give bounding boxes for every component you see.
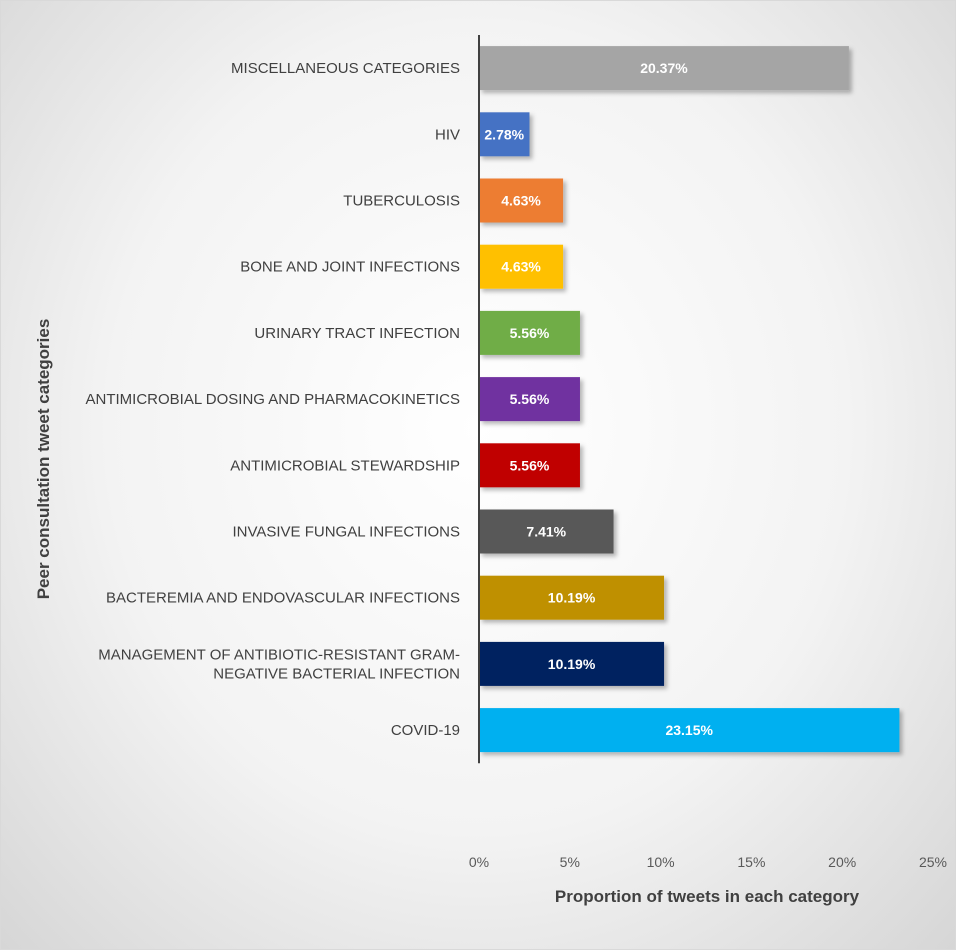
data-label: 23.15% xyxy=(665,722,713,738)
x-tick-label: 15% xyxy=(737,854,765,870)
bar xyxy=(479,112,530,157)
category-label: ANTIMICROBIAL DOSING AND PHARMACOKINETIC… xyxy=(86,391,461,408)
data-label: 2.78% xyxy=(484,126,524,142)
x-tick-labels-layer: 0% 5% 10% 15% 20% 25% xyxy=(469,854,947,870)
category-labels-layer: MISCELLANEOUS CATEGORIES HIV TUBERCULOSIS B… xyxy=(86,60,461,739)
category-label: URINARY TRACT INFECTION xyxy=(254,325,460,342)
category-label: MANAGEMENT OF ANTIBIOTIC-RESISTANT GRAM- xyxy=(98,646,460,663)
bar xyxy=(479,641,665,686)
x-tick-label: 20% xyxy=(828,854,856,870)
bar xyxy=(479,509,614,554)
bar xyxy=(479,310,580,355)
bar xyxy=(479,575,665,620)
x-tick-label: 5% xyxy=(560,854,580,870)
data-label: 5.56% xyxy=(510,457,550,473)
data-label: 4.63% xyxy=(501,259,541,275)
data-label: 7.41% xyxy=(526,524,566,540)
category-label: NEGATIVE BACTERIAL INFECTION xyxy=(213,665,460,682)
x-tick-label: 10% xyxy=(647,854,675,870)
bar xyxy=(479,46,849,91)
data-label: 10.19% xyxy=(548,590,596,606)
data-labels-layer: 20.37% 2.78% 4.63% 4.63% 5.56% 5.56% 5.56% 7.41… xyxy=(484,60,713,738)
category-label: ANTIMICROBIAL STEWARDSHIP xyxy=(230,457,460,474)
x-tick-label: 25% xyxy=(919,854,947,870)
bar xyxy=(479,178,564,223)
category-label: HIV xyxy=(435,126,460,143)
category-label: BACTEREMIA AND ENDOVASCULAR INFECTIONS xyxy=(106,590,460,607)
y-axis-title: Peer consultation tweet categories xyxy=(34,319,53,600)
x-axis-title: Proportion of tweets in each category xyxy=(555,887,860,906)
category-label: BONE AND JOINT INFECTIONS xyxy=(240,259,460,276)
data-label: 20.37% xyxy=(640,60,688,76)
bar xyxy=(479,443,580,488)
category-label: TUBERCULOSIS xyxy=(343,193,460,210)
data-label: 5.56% xyxy=(510,325,550,341)
data-label: 4.63% xyxy=(501,193,541,209)
bar xyxy=(479,377,580,422)
category-label: COVID-19 xyxy=(391,722,460,739)
data-label: 10.19% xyxy=(548,656,596,672)
data-label: 5.56% xyxy=(510,391,550,407)
bar xyxy=(479,244,564,289)
category-label: INVASIVE FUNGAL INFECTIONS xyxy=(232,524,460,541)
bars-layer xyxy=(479,46,900,753)
category-label: MISCELLANEOUS CATEGORIES xyxy=(231,60,460,77)
x-tick-label: 0% xyxy=(469,854,489,870)
bar xyxy=(479,708,900,753)
